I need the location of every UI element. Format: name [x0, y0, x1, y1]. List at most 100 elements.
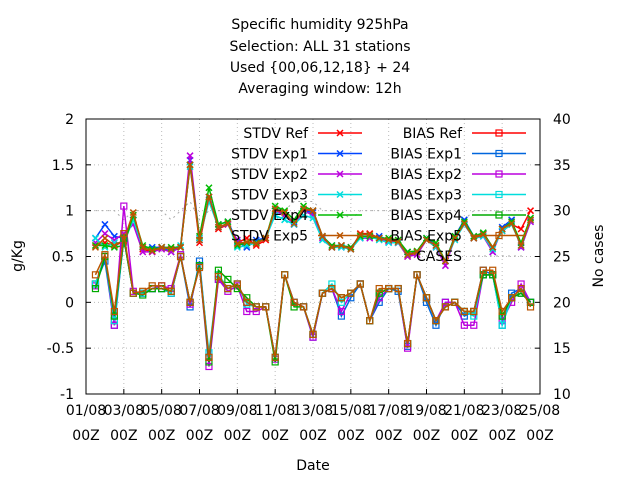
data-point: [441, 303, 450, 311]
data-point: [148, 247, 156, 255]
y-tick-label: -1: [60, 387, 74, 403]
y-axis-label: g/Kg: [10, 240, 26, 272]
data-point: [432, 317, 440, 325]
data-point: [252, 303, 260, 311]
data-point: [262, 303, 270, 311]
legend-item: BIAS Exp5: [390, 229, 526, 245]
data-point: [441, 298, 450, 306]
data-point: [233, 280, 241, 288]
data-point: [527, 207, 535, 215]
data-point: [498, 321, 506, 329]
x-tick-label-date: 05/08: [141, 403, 181, 419]
series-stdv-exp5: [91, 161, 535, 265]
data-point: [252, 240, 260, 248]
data-point: [91, 284, 100, 293]
data-point: [375, 234, 383, 242]
x-tick-label-date: 13/08: [293, 403, 333, 419]
y-tick-label: 1.5: [52, 158, 74, 174]
y-tick-label: 1: [65, 204, 74, 220]
legend-label: STDV Exp2: [231, 167, 308, 183]
legend-label: STDV Exp4: [231, 208, 308, 224]
data-point: [214, 223, 222, 231]
series-bias-exp5: [91, 229, 535, 361]
data-point: [158, 282, 166, 290]
x-tick-label-hour: 00Z: [110, 428, 137, 444]
data-point: [489, 245, 497, 253]
legend-label: STDV Exp1: [231, 147, 308, 163]
data-point: [110, 321, 118, 329]
data-point: [91, 234, 99, 242]
series-bias-exp4: [91, 234, 535, 366]
data-point: [413, 248, 421, 256]
data-point: [432, 241, 440, 250]
data-point: [527, 216, 535, 224]
legend-item: STDV Exp2: [231, 167, 362, 183]
x-tick-label-date: 25/08: [520, 403, 560, 419]
y2-tick-label: 25: [553, 250, 571, 266]
data-point: [214, 273, 223, 281]
x-tick-label-date: 11/08: [255, 403, 295, 419]
legend-marker: [336, 129, 344, 137]
x-tick-label-date: 15/08: [331, 403, 371, 419]
x-tick-label-hour: 00Z: [451, 428, 478, 444]
legend-item: BIAS Exp4: [390, 208, 526, 224]
data-point: [290, 303, 298, 311]
data-point: [139, 243, 147, 251]
data-point: [101, 241, 109, 250]
data-point: [120, 229, 128, 238]
data-point: [186, 298, 194, 306]
data-point: [413, 271, 421, 279]
x-tick-label-date: 23/08: [482, 403, 522, 419]
legend-marker: [336, 149, 344, 158]
data-point: [271, 358, 279, 366]
data-point: [527, 214, 535, 222]
data-point: [224, 219, 232, 228]
data-point: [328, 284, 336, 293]
data-point: [328, 280, 336, 288]
data-point: [479, 230, 487, 239]
data-point: [148, 282, 156, 290]
data-point: [451, 234, 459, 242]
x-tick-label-hour: 00Z: [413, 428, 440, 444]
legend-item: BIAS Exp3: [390, 188, 526, 204]
data-point: [422, 236, 431, 244]
legend-marker: [495, 149, 503, 158]
data-point: [101, 251, 109, 259]
data-point: [470, 307, 478, 316]
data-point: [224, 284, 232, 293]
y-tick-label: -0.5: [47, 341, 74, 357]
data-point: [508, 289, 516, 297]
data-point: [120, 202, 128, 210]
data-point: [460, 321, 468, 329]
data-point: [110, 312, 118, 320]
legend-marker: [336, 190, 344, 199]
data-point: [110, 317, 118, 325]
x-tick-label-date: 09/08: [217, 403, 257, 419]
data-point: [460, 219, 468, 228]
data-point: [252, 307, 260, 316]
data-point: [281, 216, 289, 224]
data-point: [290, 298, 298, 306]
y2-axis-label: No cases: [591, 225, 607, 288]
x-tick-label-date: 21/08: [444, 403, 484, 419]
data-point: [91, 243, 99, 251]
data-point: [186, 161, 194, 169]
x-tick-label-hour: 00Z: [148, 428, 175, 444]
data-point: [337, 298, 345, 306]
data-point: [176, 252, 185, 261]
data-point: [205, 193, 213, 201]
x-tick-label-hour: 00Z: [488, 428, 515, 444]
data-point: [356, 280, 364, 288]
data-point: [195, 263, 204, 272]
data-point: [403, 339, 412, 348]
x-tick-label-hour: 00Z: [526, 428, 553, 444]
x-tick-label-hour: 00Z: [72, 428, 99, 444]
title-line-4: Averaging window: 12h: [238, 81, 402, 97]
y2-tick-label: 30: [553, 204, 571, 220]
data-point: [300, 205, 308, 213]
y2-tick-label: 20: [553, 295, 571, 311]
data-point: [205, 358, 213, 366]
data-point: [177, 243, 185, 251]
legend-marker: [336, 170, 344, 178]
x-tick-label-hour: 00Z: [224, 428, 251, 444]
